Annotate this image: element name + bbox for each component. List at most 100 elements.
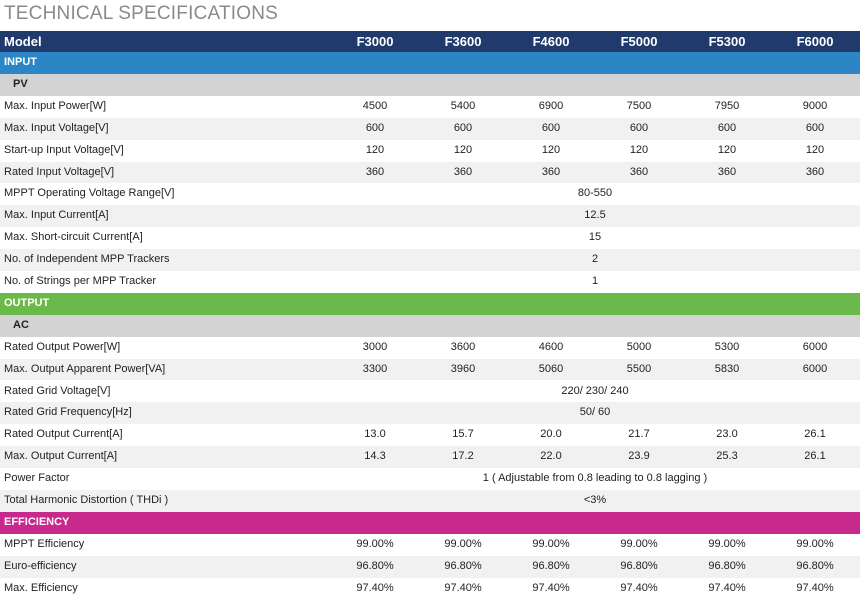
section-title: INPUT bbox=[4, 56, 37, 68]
spec-value: 120 bbox=[805, 143, 825, 156]
spec-row: Rated Input Voltage[V] 360 360 360 360 360 360 bbox=[0, 161, 860, 184]
spec-value: 600 bbox=[717, 121, 737, 134]
spec-value: 20.0 bbox=[540, 428, 562, 441]
subsection-title: PV bbox=[13, 77, 28, 90]
spec-value: 360 bbox=[453, 165, 473, 178]
spec-value: 96.80% bbox=[356, 559, 394, 572]
spec-label: Max. Efficiency bbox=[4, 581, 78, 594]
spec-value: 360 bbox=[629, 165, 649, 178]
spec-row: Max. Input Voltage[V] 600 600 600 600 600 600 bbox=[0, 117, 860, 140]
spec-row: Max. Input Power[W] 4500 5400 6900 7500 7950 9… bbox=[0, 96, 860, 118]
spec-label: Max. Input Voltage[V] bbox=[4, 121, 109, 134]
spec-label: Start-up Input Voltage[V] bbox=[4, 143, 124, 156]
column-header: Model bbox=[4, 34, 42, 49]
column-header: F5300 bbox=[708, 34, 746, 49]
spec-value: 23.9 bbox=[628, 450, 650, 463]
spec-value: 96.80% bbox=[620, 559, 658, 572]
column-header: F4600 bbox=[532, 34, 570, 49]
spec-value: 14.3 bbox=[364, 450, 386, 463]
spec-value: 96.80% bbox=[796, 559, 834, 572]
column-header: F6000 bbox=[796, 34, 834, 49]
spec-value: 3600 bbox=[450, 340, 476, 353]
spec-value: 5830 bbox=[714, 362, 740, 375]
spec-value: 99.00% bbox=[444, 537, 482, 550]
spec-value: 600 bbox=[541, 121, 561, 134]
spec-value: 99.00% bbox=[532, 537, 570, 550]
spec-value: 50/ 60 bbox=[579, 406, 611, 419]
column-header: F3000 bbox=[356, 34, 394, 49]
spec-value: 26.1 bbox=[804, 428, 826, 441]
spec-value: 360 bbox=[717, 165, 737, 178]
spec-value: 96.80% bbox=[444, 559, 482, 572]
spec-value: 97.40% bbox=[356, 581, 394, 594]
spec-row: Max. Short-circuit Current[A] 15 bbox=[0, 227, 860, 249]
spec-value: 99.00% bbox=[620, 537, 658, 550]
spec-label: No. of Independent MPP Trackers bbox=[4, 253, 170, 266]
subsection-header: AC bbox=[0, 314, 860, 337]
spec-row: Total Harmonic Distortion ( THDi ) <3% bbox=[0, 490, 860, 512]
spec-value: 17.2 bbox=[452, 450, 474, 463]
spec-row: Euro-efficiency 96.80% 96.80% 96.80% 96.80% 9… bbox=[0, 555, 860, 578]
spec-label: Max. Input Power[W] bbox=[4, 99, 107, 112]
spec-value: 97.40% bbox=[708, 581, 746, 594]
spec-value: 220/ 230/ 240 bbox=[561, 384, 629, 397]
spec-value: 99.00% bbox=[356, 537, 394, 550]
spec-value: 3000 bbox=[362, 340, 388, 353]
spec-row: Max. Input Current[A] 12.5 bbox=[0, 205, 860, 228]
spec-value: 360 bbox=[365, 165, 385, 178]
spec-value: 5500 bbox=[626, 362, 652, 375]
spec-value: 99.00% bbox=[796, 537, 834, 550]
spec-row: Rated Grid Voltage[V] 220/ 230/ 240 bbox=[0, 381, 860, 403]
spec-label: Max. Output Current[A] bbox=[4, 450, 118, 463]
spec-value: 1 ( Adjustable from 0.8 leading to 0.8 l… bbox=[482, 472, 708, 485]
spec-value: 120 bbox=[629, 143, 649, 156]
spec-label: MPPT Efficiency bbox=[4, 537, 85, 550]
spec-value: 120 bbox=[453, 143, 473, 156]
spec-row: Start-up Input Voltage[V] 120 120 120 120 120… bbox=[0, 140, 860, 162]
subsection-header: PV bbox=[0, 73, 860, 96]
spec-value: 120 bbox=[717, 143, 737, 156]
spec-row: No. of Independent MPP Trackers 2 bbox=[0, 249, 860, 271]
spec-value: 26.1 bbox=[804, 450, 826, 463]
spec-label: Max. Input Current[A] bbox=[4, 209, 109, 222]
spec-value: 25.3 bbox=[716, 450, 738, 463]
spec-value: 6900 bbox=[538, 99, 564, 112]
section-header: OUTPUT bbox=[0, 292, 860, 315]
subsection-title: AC bbox=[13, 318, 29, 331]
spec-row: Rated Grid Frequency[Hz] 50/ 60 bbox=[0, 402, 860, 425]
spec-value: 1 bbox=[591, 275, 599, 287]
spec-row: MPPT Operating Voltage Range[V] 80-550 bbox=[0, 183, 860, 205]
spec-value: 600 bbox=[629, 121, 649, 134]
spec-value: 3960 bbox=[450, 362, 476, 375]
spec-label: Max. Output Apparent Power[VA] bbox=[4, 362, 166, 375]
section-header: EFFICIENCY bbox=[0, 511, 860, 534]
spec-value: 360 bbox=[805, 165, 825, 178]
spec-value: 2 bbox=[591, 253, 599, 266]
spec-value: 6000 bbox=[802, 362, 828, 375]
spec-value: 99.00% bbox=[708, 537, 746, 550]
spec-value: 15 bbox=[588, 231, 602, 244]
spec-value: 5000 bbox=[626, 340, 652, 353]
spec-row: MPPT Efficiency 99.00% 99.00% 99.00% 99.00% 9… bbox=[0, 534, 860, 556]
spec-value: 97.40% bbox=[532, 581, 570, 594]
spec-value: 4600 bbox=[538, 340, 564, 353]
section-title: EFFICIENCY bbox=[4, 515, 70, 528]
spec-value: 22.0 bbox=[540, 450, 562, 463]
spec-label: Rated Output Current[A] bbox=[4, 428, 123, 441]
spec-value: 23.0 bbox=[716, 428, 738, 441]
spec-value: 7950 bbox=[714, 99, 740, 112]
column-header: F3600 bbox=[444, 34, 482, 49]
spec-value: 120 bbox=[541, 143, 561, 156]
spec-value: 97.40% bbox=[796, 581, 834, 594]
spec-value: 120 bbox=[365, 143, 385, 156]
spec-value: 12.5 bbox=[584, 209, 606, 222]
spec-value: 6000 bbox=[802, 340, 828, 353]
spec-value: 5300 bbox=[714, 340, 740, 353]
spec-value: 80-550 bbox=[577, 187, 613, 200]
spec-value: 97.40% bbox=[620, 581, 658, 594]
section-header: INPUT bbox=[0, 52, 860, 74]
spec-value: 600 bbox=[805, 121, 825, 134]
spec-value: 97.40% bbox=[444, 581, 482, 594]
spec-value: 5400 bbox=[450, 99, 476, 112]
